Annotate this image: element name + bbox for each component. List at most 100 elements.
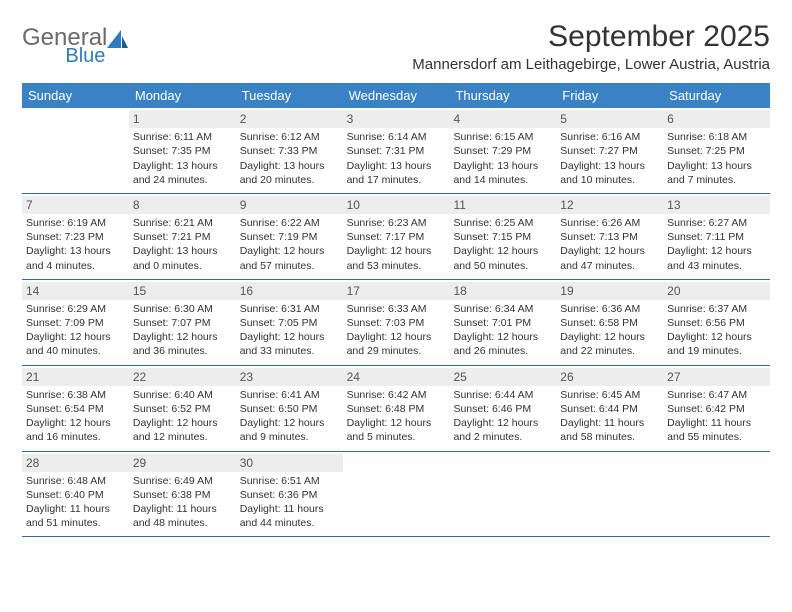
- sunrise-text: Sunrise: 6:37 AM: [667, 302, 766, 316]
- logo-sail-icon: [107, 30, 129, 50]
- sunrise-text: Sunrise: 6:27 AM: [667, 216, 766, 230]
- day-cell: 6Sunrise: 6:18 AMSunset: 7:25 PMDaylight…: [663, 108, 770, 193]
- daylight-text: Daylight: 11 hours and 58 minutes.: [560, 416, 659, 444]
- sunset-text: Sunset: 6:54 PM: [26, 402, 125, 416]
- day-cell: 25Sunrise: 6:44 AMSunset: 6:46 PMDayligh…: [449, 366, 556, 451]
- sunset-text: Sunset: 7:05 PM: [240, 316, 339, 330]
- day-number: 25: [449, 368, 556, 386]
- day-cell: [22, 108, 129, 193]
- day-number: 19: [556, 282, 663, 300]
- day-cell: 12Sunrise: 6:26 AMSunset: 7:13 PMDayligh…: [556, 194, 663, 279]
- daylight-text: Daylight: 12 hours and 19 minutes.: [667, 330, 766, 358]
- daylight-text: Daylight: 11 hours and 51 minutes.: [26, 502, 125, 530]
- day-number: 11: [449, 196, 556, 214]
- sunset-text: Sunset: 7:25 PM: [667, 144, 766, 158]
- day-number: 2: [236, 110, 343, 128]
- sunset-text: Sunset: 7:31 PM: [347, 144, 446, 158]
- weekday-label: Saturday: [663, 83, 770, 108]
- day-number: 20: [663, 282, 770, 300]
- sunset-text: Sunset: 7:27 PM: [560, 144, 659, 158]
- sunrise-text: Sunrise: 6:12 AM: [240, 130, 339, 144]
- day-cell: 22Sunrise: 6:40 AMSunset: 6:52 PMDayligh…: [129, 366, 236, 451]
- daylight-text: Daylight: 12 hours and 22 minutes.: [560, 330, 659, 358]
- daylight-text: Daylight: 12 hours and 53 minutes.: [347, 244, 446, 272]
- daylight-text: Daylight: 12 hours and 50 minutes.: [453, 244, 552, 272]
- day-cell: 7Sunrise: 6:19 AMSunset: 7:23 PMDaylight…: [22, 194, 129, 279]
- weekday-label: Thursday: [449, 83, 556, 108]
- day-cell: 17Sunrise: 6:33 AMSunset: 7:03 PMDayligh…: [343, 280, 450, 365]
- sunset-text: Sunset: 6:56 PM: [667, 316, 766, 330]
- sunset-text: Sunset: 6:36 PM: [240, 488, 339, 502]
- daylight-text: Daylight: 12 hours and 57 minutes.: [240, 244, 339, 272]
- day-cell: [556, 452, 663, 537]
- sunset-text: Sunset: 7:01 PM: [453, 316, 552, 330]
- daylight-text: Daylight: 13 hours and 24 minutes.: [133, 159, 232, 187]
- sunrise-text: Sunrise: 6:19 AM: [26, 216, 125, 230]
- daylight-text: Daylight: 12 hours and 5 minutes.: [347, 416, 446, 444]
- daylight-text: Daylight: 12 hours and 40 minutes.: [26, 330, 125, 358]
- day-number: 10: [343, 196, 450, 214]
- weekday-label: Friday: [556, 83, 663, 108]
- sunset-text: Sunset: 7:35 PM: [133, 144, 232, 158]
- day-number: 13: [663, 196, 770, 214]
- day-number: 4: [449, 110, 556, 128]
- day-number: 3: [343, 110, 450, 128]
- sunrise-text: Sunrise: 6:51 AM: [240, 474, 339, 488]
- daylight-text: Daylight: 13 hours and 20 minutes.: [240, 159, 339, 187]
- day-cell: 1Sunrise: 6:11 AMSunset: 7:35 PMDaylight…: [129, 108, 236, 193]
- weekday-label: Wednesday: [343, 83, 450, 108]
- day-number: 27: [663, 368, 770, 386]
- sunset-text: Sunset: 6:46 PM: [453, 402, 552, 416]
- day-number: 21: [22, 368, 129, 386]
- month-title: September 2025: [412, 20, 770, 54]
- sunset-text: Sunset: 6:50 PM: [240, 402, 339, 416]
- sunset-text: Sunset: 6:38 PM: [133, 488, 232, 502]
- sunset-text: Sunset: 6:48 PM: [347, 402, 446, 416]
- sunrise-text: Sunrise: 6:48 AM: [26, 474, 125, 488]
- sunset-text: Sunset: 7:19 PM: [240, 230, 339, 244]
- day-cell: 24Sunrise: 6:42 AMSunset: 6:48 PMDayligh…: [343, 366, 450, 451]
- day-number: 30: [236, 454, 343, 472]
- sunrise-text: Sunrise: 6:38 AM: [26, 388, 125, 402]
- day-cell: [449, 452, 556, 537]
- logo: General Blue: [22, 20, 129, 66]
- day-number: 28: [22, 454, 129, 472]
- day-cell: 10 Sunrise: 6:23 AMSunset: 7:17 PMDayligh…: [343, 194, 450, 279]
- sunset-text: Sunset: 7:33 PM: [240, 144, 339, 158]
- daylight-text: Daylight: 12 hours and 26 minutes.: [453, 330, 552, 358]
- day-cell: 23Sunrise: 6:41 AMSunset: 6:50 PMDayligh…: [236, 366, 343, 451]
- day-cell: 11 Sunrise: 6:25 AMSunset: 7:15 PMDayligh…: [449, 194, 556, 279]
- sunrise-text: Sunrise: 6:23 AM: [347, 216, 446, 230]
- sunset-text: Sunset: 7:29 PM: [453, 144, 552, 158]
- day-cell: 5Sunrise: 6:16 AMSunset: 7:27 PMDaylight…: [556, 108, 663, 193]
- daylight-text: Daylight: 11 hours and 55 minutes.: [667, 416, 766, 444]
- sunrise-text: Sunrise: 6:18 AM: [667, 130, 766, 144]
- sunset-text: Sunset: 6:52 PM: [133, 402, 232, 416]
- weekday-label: Sunday: [22, 83, 129, 108]
- daylight-text: Daylight: 12 hours and 16 minutes.: [26, 416, 125, 444]
- week-row: 28Sunrise: 6:48 AMSunset: 6:40 PMDayligh…: [22, 452, 770, 538]
- sunset-text: Sunset: 7:17 PM: [347, 230, 446, 244]
- daylight-text: Daylight: 11 hours and 48 minutes.: [133, 502, 232, 530]
- day-cell: 19Sunrise: 6:36 AMSunset: 6:58 PMDayligh…: [556, 280, 663, 365]
- day-cell: [343, 452, 450, 537]
- sunset-text: Sunset: 7:15 PM: [453, 230, 552, 244]
- day-cell: 20 Sunrise: 6:37 AMSunset: 6:56 PMDayligh…: [663, 280, 770, 365]
- sunrise-text: Sunrise: 6:15 AM: [453, 130, 552, 144]
- day-cell: 26Sunrise: 6:45 AMSunset: 6:44 PMDayligh…: [556, 366, 663, 451]
- sunrise-text: Sunrise: 6:16 AM: [560, 130, 659, 144]
- daylight-text: Daylight: 12 hours and 36 minutes.: [133, 330, 232, 358]
- sunset-text: Sunset: 6:44 PM: [560, 402, 659, 416]
- day-number: 9: [236, 196, 343, 214]
- daylight-text: Daylight: 12 hours and 33 minutes.: [240, 330, 339, 358]
- day-cell: 2 Sunrise: 6:12 AMSunset: 7:33 PMDaylight…: [236, 108, 343, 193]
- day-cell: 13Sunrise: 6:27 AMSunset: 7:11 PMDayligh…: [663, 194, 770, 279]
- sunset-text: Sunset: 7:11 PM: [667, 230, 766, 244]
- day-number: 23: [236, 368, 343, 386]
- weekday-header: SundayMondayTuesdayWednesdayThursdayFrid…: [22, 83, 770, 108]
- day-number: 12: [556, 196, 663, 214]
- day-number: 26: [556, 368, 663, 386]
- sunrise-text: Sunrise: 6:25 AM: [453, 216, 552, 230]
- daylight-text: Daylight: 13 hours and 10 minutes.: [560, 159, 659, 187]
- day-cell: 15Sunrise: 6:30 AMSunset: 7:07 PMDayligh…: [129, 280, 236, 365]
